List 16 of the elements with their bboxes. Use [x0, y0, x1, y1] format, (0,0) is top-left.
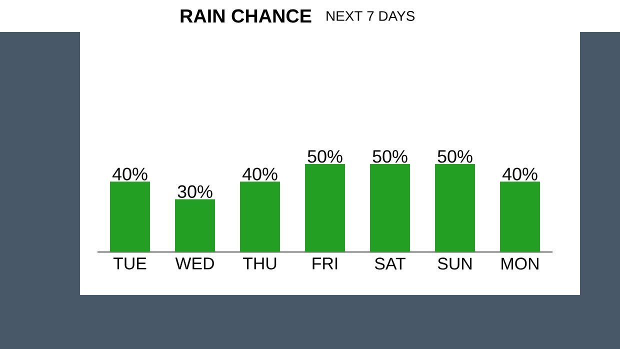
x-tick-label: TUE: [113, 258, 146, 270]
data-label: 50%: [308, 150, 342, 163]
x-tick-label: SAT: [374, 258, 406, 270]
chart-subtitle: NEXT 7 DAYS: [326, 11, 415, 21]
data-label: 40%: [502, 168, 538, 180]
x-tick-label: THU: [242, 258, 276, 270]
x-tick-label: WED: [175, 258, 214, 270]
data-label: 40%: [112, 168, 148, 180]
data-label: 50%: [372, 150, 408, 163]
x-tick-label: MON: [502, 258, 538, 270]
data-label: 40%: [242, 168, 278, 180]
chart-title: RAIN CHANCE: [180, 9, 312, 23]
data-label: 50%: [438, 150, 472, 163]
x-tick-label: SUN: [438, 258, 472, 270]
x-tick-label: FRI: [312, 258, 338, 270]
data-label: 30%: [178, 185, 212, 198]
